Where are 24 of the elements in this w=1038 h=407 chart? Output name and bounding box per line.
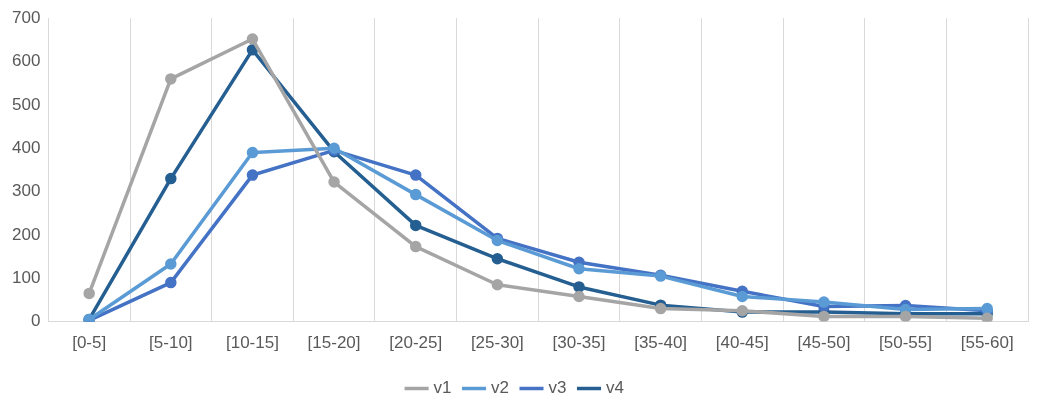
y-tick-label: 100 bbox=[11, 267, 41, 287]
x-tick-label: [30-35] bbox=[552, 333, 606, 353]
y-tick-label: 400 bbox=[11, 137, 41, 157]
y-tick-label: 0 bbox=[30, 311, 41, 331]
legend-label: v1 bbox=[433, 378, 452, 398]
x-tick-label: [0-5] bbox=[72, 333, 107, 353]
y-tick-label: 300 bbox=[11, 181, 41, 201]
y-tick-label: 200 bbox=[11, 224, 41, 244]
x-tick-label: [15-20] bbox=[307, 333, 361, 353]
x-tick-label: [25-30] bbox=[470, 333, 524, 353]
y-tick-label: 600 bbox=[11, 51, 41, 71]
y-tick-label: 500 bbox=[11, 94, 41, 114]
x-tick-label: [20-25] bbox=[389, 333, 443, 353]
x-tick-label: [10-15] bbox=[225, 333, 279, 353]
x-tick-label: [35-40] bbox=[634, 333, 688, 353]
x-tick-label: [45-50] bbox=[797, 333, 851, 353]
legend-label: v3 bbox=[548, 378, 567, 398]
x-tick-label: [5-10] bbox=[149, 333, 193, 353]
x-tick-label: [40-45] bbox=[715, 333, 769, 353]
legend-label: v2 bbox=[491, 378, 510, 398]
x-tick-label: [50-55] bbox=[879, 333, 933, 353]
legend-label: v4 bbox=[605, 378, 624, 398]
y-tick-label: 700 bbox=[11, 7, 41, 27]
x-tick-label: [55-60] bbox=[960, 333, 1014, 353]
